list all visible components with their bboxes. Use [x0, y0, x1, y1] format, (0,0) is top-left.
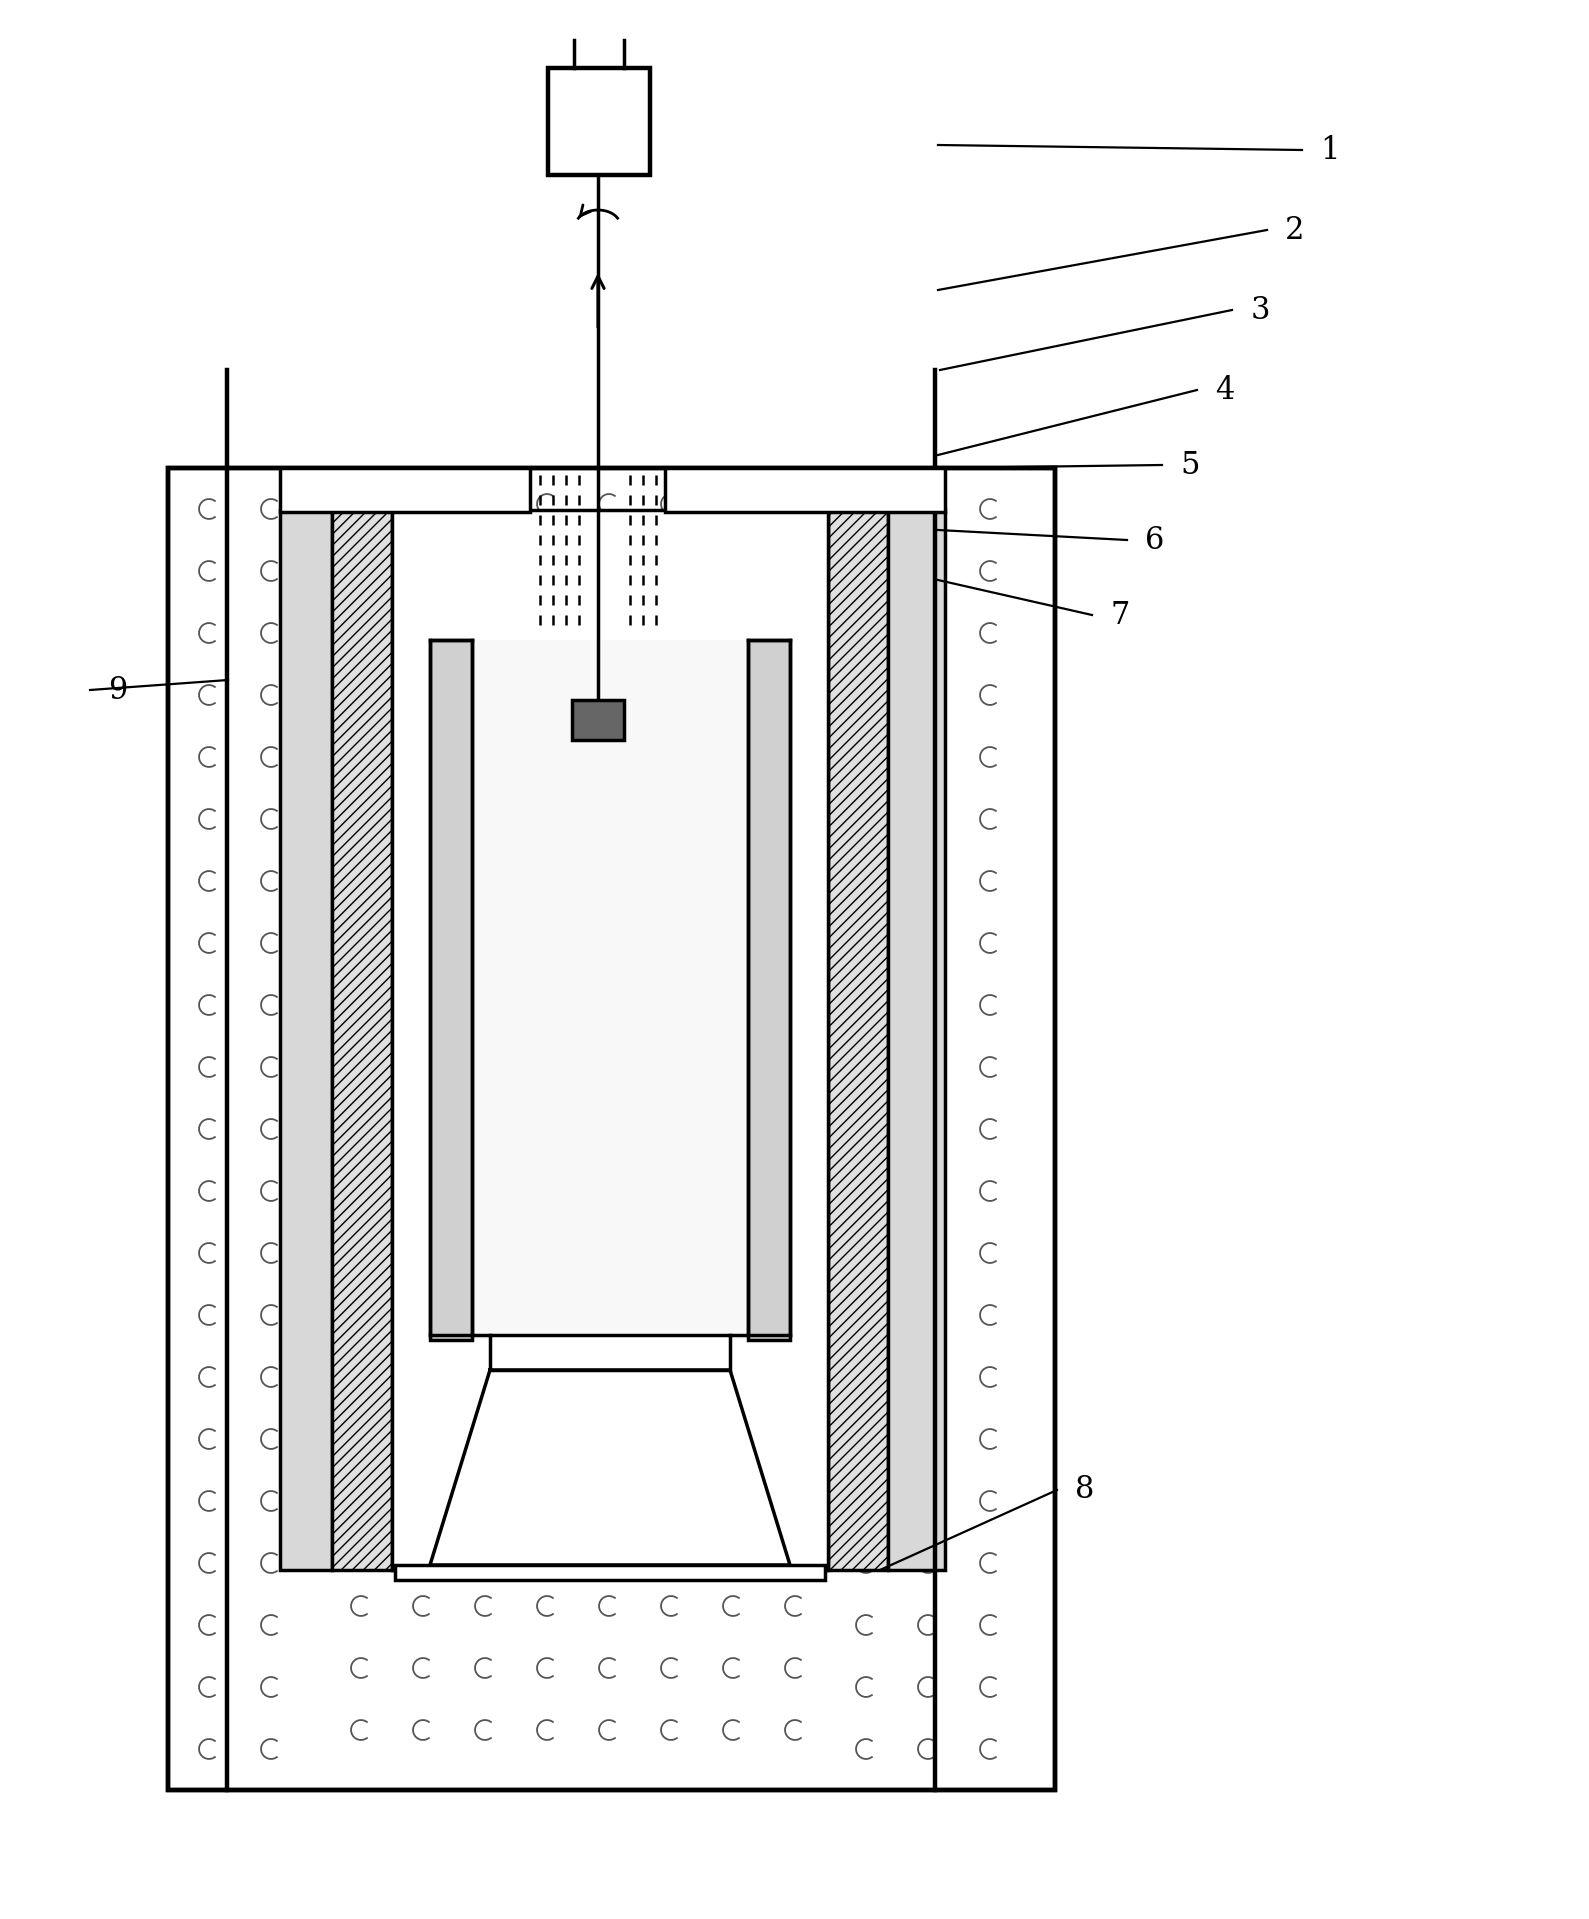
Bar [332, 510, 392, 1570]
Bar [748, 641, 790, 1339]
Bar [666, 468, 945, 512]
Bar [280, 468, 531, 512]
Text: 4: 4 [1216, 374, 1235, 405]
Bar [280, 510, 332, 1570]
Text: 8: 8 [1076, 1474, 1095, 1506]
Text: 5: 5 [1181, 449, 1200, 480]
Bar [572, 700, 624, 741]
Bar [392, 510, 828, 1570]
Text: 3: 3 [1251, 294, 1270, 326]
Text: 9: 9 [108, 674, 127, 706]
Bar [828, 510, 888, 1570]
Bar [168, 468, 1055, 1790]
Bar [431, 641, 472, 1339]
Bar [168, 468, 1055, 1790]
Bar [888, 510, 945, 1570]
Text: 7: 7 [1111, 599, 1130, 631]
Bar [489, 1336, 729, 1370]
Bar [548, 67, 650, 175]
Bar [472, 641, 748, 1339]
Text: 6: 6 [1146, 524, 1165, 555]
Text: 1: 1 [1320, 134, 1340, 165]
Bar [396, 1566, 825, 1579]
Polygon shape [431, 1370, 790, 1566]
Text: 2: 2 [1286, 215, 1305, 246]
